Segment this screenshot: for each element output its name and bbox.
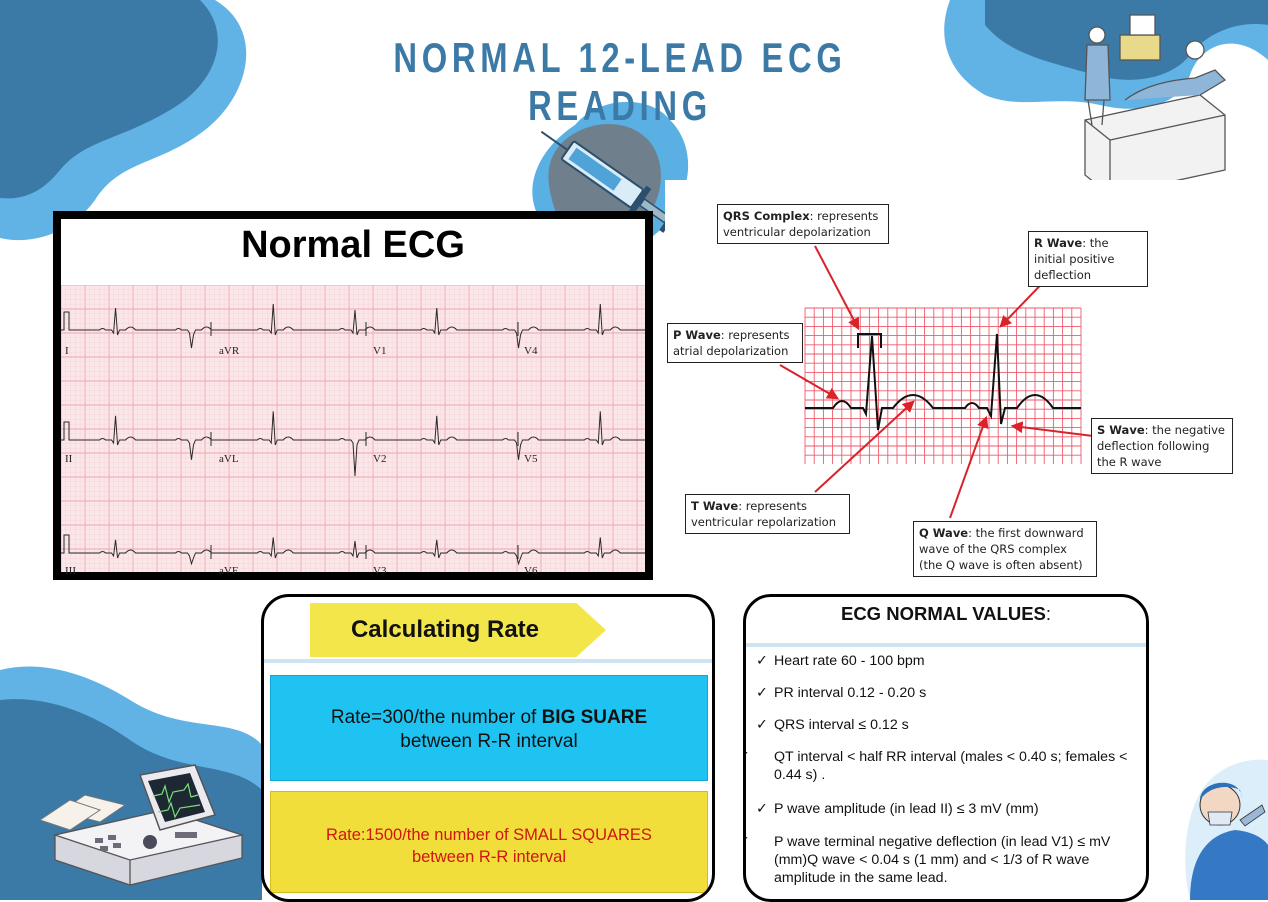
lead-label-avr: aVR [219,345,240,357]
big-square-formula-post: between R-R interval [400,731,578,752]
ecg-trace-row [61,534,645,566]
ecg-trace-row [61,411,645,477]
arrow-s [1010,421,1094,437]
small-square-formula-box: Rate:1500/the number of SMALL SQUARES be… [270,791,708,893]
value-item-qt-interval: ✓QT interval < half RR interval (males <… [746,748,1142,784]
lead-label-i: I [65,345,69,357]
ecg-normal-values-card: ECG NORMAL VALUES: ✓ Heart rate 60 - 100 … [743,594,1149,902]
callout-q-desc: : the first downward wave of the QRS com… [919,526,1084,572]
check-icon: ✓ [756,717,768,733]
ecg-12-lead-strip [61,285,645,572]
lead-label-v3: V3 [373,565,387,577]
calculating-rate-card: Calculating Rate Rate=300/the number of … [261,594,715,902]
lead-label-v1: V1 [373,345,387,357]
callout-qrs-desc: : represents ventricular depolarization [723,209,879,239]
lead-label-avf: aVF [219,565,238,577]
big-square-formula-bold: BIG SUARE [541,707,648,728]
value-item-text: P wave terminal negative deflection (in … [774,834,1111,886]
check-icon: ✓ [746,748,774,766]
value-item-text: QRS interval ≤ 0.12 s [774,717,909,733]
values-title-text: ECG NORMAL VALUES [840,603,1046,624]
callout-p-wave: P Wave: represents atrial depolarization [667,323,803,363]
callout-t-desc: : represents ventricular repolarization [691,499,837,529]
values-title: ECG NORMAL VALUES: [746,603,1146,625]
check-icon: ✓ [756,685,768,701]
value-item-text: QT interval < half RR interval (males < … [774,749,1128,783]
arrow-p [779,364,840,400]
lead-label-ii: II [65,453,73,465]
diagram-ecg-grid [804,307,1082,464]
rate-heading-arrow [310,603,606,657]
page-title: NORMAL 12-LEAD ECG READING [393,34,847,129]
rate-divider [264,659,712,663]
callout-r-term: R Wave [1034,236,1083,250]
values-title-colon: : [1045,603,1052,624]
value-item-heart-rate: ✓ Heart rate 60 - 100 bpm [756,652,1141,670]
arrow-q [949,415,989,519]
value-item-text: Heart rate 60 - 100 bpm [774,653,925,669]
diagram-ecg-trace [805,333,1081,431]
callout-t-wave: T Wave: represents ventricular repolariz… [685,494,850,534]
value-item-p-wave-amplitude: ✓ P wave amplitude (in lead II) ≤ 3 mV (m… [756,800,1141,818]
arrow-t [814,400,915,493]
ecg-trace-row [61,303,645,349]
patient-ecg-illustration [1084,14,1227,196]
value-item-p-wave-terminal: ✓P wave terminal negative deflection (in… [746,833,1146,887]
ecg-wave-diagram: QRS Complex: represents ventricular depo… [665,180,1250,600]
big-square-formula-pre: Rate=300/the number of [330,707,542,728]
values-divider [746,643,1146,647]
ecg-machine-illustration [38,764,245,886]
callout-s-desc: : the negative deflection following the … [1097,423,1225,469]
rate-heading: Calculating Rate [350,616,540,643]
callout-p-desc: : represents atrial depolarization [673,328,790,358]
callout-qrs-complex: QRS Complex: represents ventricular depo… [717,204,889,244]
lead-label-iii: III [65,565,76,577]
small-square-formula-line1: Rate:1500/the number of SMALL SQUARES [326,826,652,844]
callout-qrs-term: QRS Complex [723,209,810,223]
check-icon: ✓ [756,801,768,817]
callout-q-wave: Q Wave: the first downward wave of the Q… [913,521,1097,577]
check-icon: ✓ [756,653,768,669]
lead-label-v4: V4 [524,345,538,357]
ecg-panel-title: Normal ECG [241,224,465,266]
qrs-bracket [857,333,882,348]
callout-s-term: S Wave [1097,423,1145,437]
top-left-blob-dark [0,0,218,199]
callout-r-wave: R Wave: the initial positive deflection [1028,231,1148,287]
check-icon: ✓ [746,833,774,851]
value-item-qrs-interval: ✓ QRS interval ≤ 0.12 s [756,716,1141,734]
ecg-wave-diagram-graphic [779,245,1094,519]
small-square-formula-line2: between R-R interval [411,848,567,866]
doctor-illustration [1190,782,1268,900]
lead-label-v5: V5 [524,453,538,465]
callout-s-wave: S Wave: the negative deflection followin… [1091,418,1233,474]
callout-t-term: T Wave [691,499,739,513]
arrow-qrs [814,245,860,331]
callout-p-term: P Wave [673,328,721,342]
lead-label-avl: aVL [219,453,239,465]
value-item-text: P wave amplitude (in lead II) ≤ 3 mV (mm… [774,801,1039,817]
value-item-text: PR interval 0.12 - 0.20 s [774,685,927,701]
big-square-formula-box: Rate=300/the number of BIG SUARE between… [270,675,708,781]
lead-label-v6: V6 [524,565,538,577]
value-item-pr-interval: ✓ PR interval 0.12 - 0.20 s [756,684,1141,702]
callout-r-desc: : the initial positive deflection [1034,236,1115,282]
callout-q-term: Q Wave [919,526,969,540]
lead-label-v2: V2 [373,453,387,465]
